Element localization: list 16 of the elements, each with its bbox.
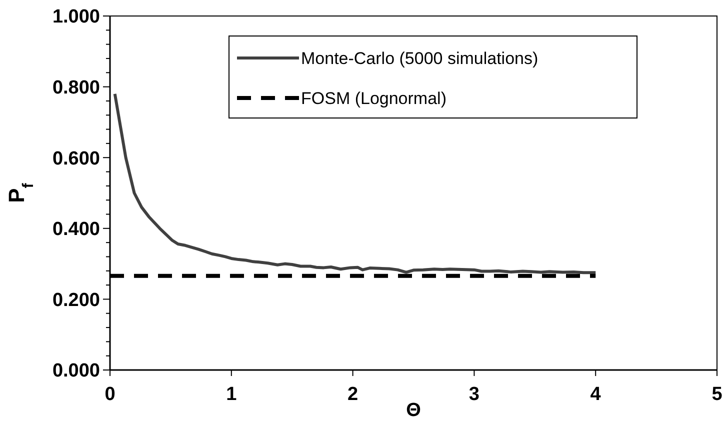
x-tick-label: 4 [590, 384, 602, 405]
y-tick-label: 1.000 [52, 6, 100, 28]
y-tick-label: 0.800 [52, 77, 100, 98]
y-tick-label: 0.200 [52, 290, 100, 311]
x-axis-title: Θ [406, 400, 421, 421]
x-tick-label: 2 [348, 384, 358, 405]
y-tick-label: 0.000 [52, 360, 100, 382]
x-tick-label: 5 [712, 384, 723, 405]
x-tick-label: 0 [104, 384, 116, 405]
x-tick-label: 1 [226, 384, 238, 405]
legend-label: Monte-Carlo (5000 simulations) [301, 48, 538, 68]
y-tick-label: 0.600 [52, 148, 100, 170]
x-tick-label: 3 [468, 384, 480, 405]
legend-label: FOSM (Lognormal) [301, 88, 446, 108]
line-series [113, 92, 598, 274]
y-tick-label: 0.400 [52, 219, 100, 240]
